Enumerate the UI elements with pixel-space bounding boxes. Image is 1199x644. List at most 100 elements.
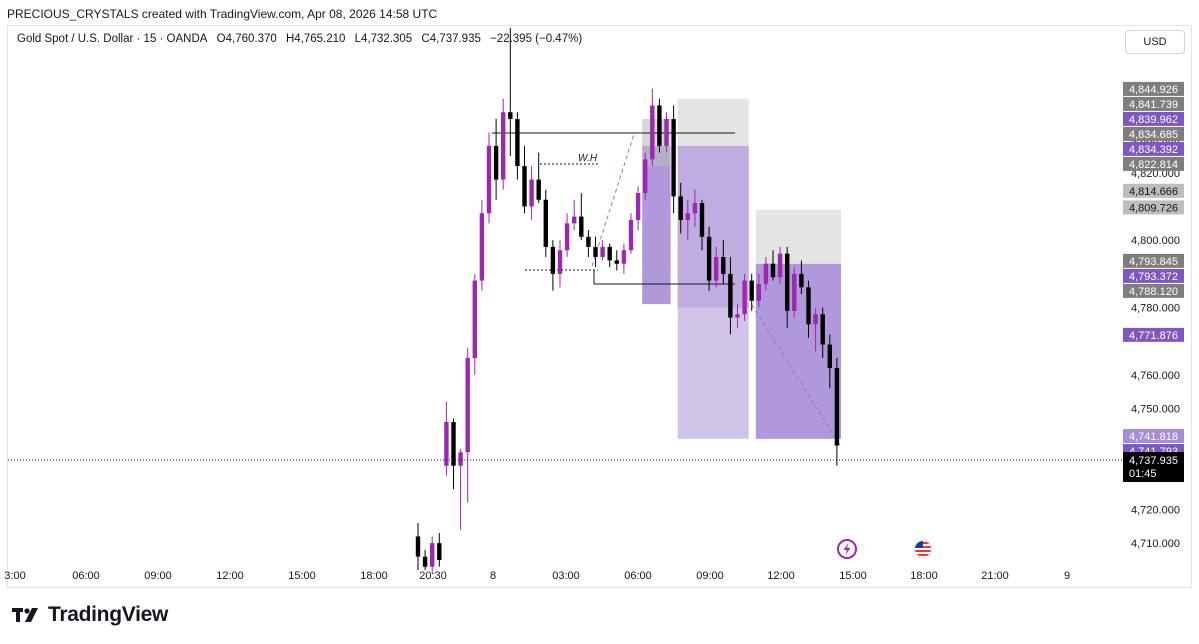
- candle-body: [593, 246, 598, 257]
- symbol-legend: Gold Spot / U.S. Dollar · 15 · OANDA O4,…: [17, 33, 588, 45]
- price-tags: 4,844.926 4,841.739 4,839.962 4,834.685 4,83…: [1123, 81, 1184, 459]
- candle-body: [536, 179, 541, 200]
- candle-body: [501, 112, 506, 180]
- candle-body: [827, 344, 832, 369]
- candle-body: [657, 105, 662, 146]
- chart-caption: PRECIOUS_CRYSTALS created with TradingVi…: [7, 7, 438, 21]
- candle-body: [430, 543, 435, 567]
- zone-lightgrey: [755, 209, 841, 264]
- candle-body: [777, 253, 783, 278]
- candle-body: [515, 118, 520, 167]
- candle-body: [813, 314, 818, 325]
- candle-body: [763, 263, 769, 284]
- zone-lightgrey: [677, 98, 749, 146]
- candle-body: [628, 219, 634, 251]
- candle-body: [508, 112, 513, 119]
- y-tick-label: 4,710.000: [1131, 538, 1180, 550]
- current-price-value: 4,737.935: [1129, 455, 1178, 467]
- candle-body: [728, 273, 733, 318]
- candle-body: [465, 358, 470, 453]
- wh-label: W.H: [578, 153, 598, 164]
- candle-body: [529, 179, 534, 207]
- price-tag-label: 4,793.372: [1129, 271, 1178, 283]
- candle-body: [479, 213, 485, 281]
- candle-body: [543, 199, 548, 247]
- candle-body: [735, 314, 740, 318]
- price-tag-label: 4,741.818: [1129, 431, 1178, 443]
- time-axis[interactable]: 3:00 06:00 09:00 12:00 15:00 18:00 20:30 8 03:00…: [4, 570, 1070, 582]
- zone-lightpurple: [677, 145, 749, 439]
- candle-body: [721, 257, 726, 274]
- close-value: C4,737.935: [421, 33, 481, 45]
- currency-button[interactable]: USD: [1125, 30, 1185, 54]
- candle-body: [678, 196, 683, 220]
- price-tag-label: 4,814.666: [1129, 186, 1178, 198]
- candle-body: [714, 257, 719, 281]
- x-tick-label: 09:00: [696, 570, 724, 582]
- x-tick-label: 21:00: [981, 570, 1009, 582]
- price-tag-label: 4,844.926: [1129, 84, 1178, 96]
- candles-layer: [415, 28, 840, 574]
- candle-body: [699, 203, 705, 237]
- candle-body: [692, 203, 698, 214]
- candle-body: [685, 213, 690, 220]
- price-tag-bg: [1123, 81, 1184, 96]
- price-tag-bg: [1123, 126, 1184, 141]
- lightning-event-icon[interactable]: [837, 539, 857, 559]
- candle-body: [557, 250, 563, 274]
- price-tag-label: 4,834.392: [1129, 144, 1178, 156]
- tradingview-wordmark: TradingView: [48, 603, 169, 626]
- price-tag-label: 4,809.726: [1129, 202, 1178, 214]
- current-price-tag: 4,737.935 01:45: [1123, 452, 1184, 482]
- candle-body: [572, 216, 577, 224]
- candle-body: [643, 159, 648, 194]
- tradingview-logo[interactable]: TradingView: [12, 603, 168, 627]
- price-tag-label: 4,771.876: [1129, 330, 1178, 342]
- price-tag-bg: [1123, 183, 1184, 198]
- symbol-name[interactable]: Gold Spot / U.S. Dollar · 15 · OANDA: [17, 33, 208, 45]
- candle-body: [749, 280, 754, 301]
- price-tag-bg: [1123, 200, 1184, 215]
- candle-body: [415, 536, 421, 557]
- candle-body: [422, 556, 428, 567]
- drawings-layer: W.H: [492, 132, 841, 446]
- x-tick-label: 9: [1064, 570, 1070, 582]
- price-tag-bg: [1123, 283, 1184, 298]
- candle-body: [785, 253, 790, 311]
- price-tag-label: 4,822.814: [1129, 159, 1178, 171]
- price-tag-bg: [1123, 111, 1184, 126]
- zone-purple: [755, 263, 841, 439]
- price-tag-bg: [1123, 429, 1184, 444]
- candle-body: [444, 421, 449, 466]
- x-tick-label: 18:00: [910, 570, 938, 582]
- price-tag-label: 4,834.685: [1129, 129, 1178, 141]
- price-tag-label: 4,841.739: [1129, 99, 1178, 111]
- price-tag-label: 4,839.962: [1129, 114, 1178, 126]
- price-tag-bg: [1123, 141, 1184, 156]
- projection-line-1: [591, 133, 635, 267]
- x-tick-label: 18:00: [360, 570, 388, 582]
- y-tick-label: 4,720.000: [1131, 505, 1180, 517]
- price-chart[interactable]: W.H 4,830.0004,820.0004,800.0004,780.000…: [0, 0, 1199, 600]
- zones-layer: [642, 98, 841, 439]
- candle-body: [770, 263, 776, 278]
- candle-body: [806, 287, 811, 325]
- us-flag-event-icon[interactable]: [913, 539, 933, 559]
- x-tick-label: 12:00: [216, 570, 244, 582]
- countdown-value: 01:45: [1129, 468, 1157, 480]
- x-tick-label: 06:00: [624, 570, 652, 582]
- candle-body: [706, 236, 712, 281]
- price-tag-label: 4,788.120: [1129, 286, 1178, 298]
- candle-body: [458, 452, 463, 466]
- candle-body: [635, 193, 641, 220]
- candle-body: [451, 421, 456, 466]
- candle-body: [607, 246, 612, 261]
- high-value: H4,765.210: [285, 33, 346, 45]
- candle-body: [756, 283, 761, 301]
- y-tick-label: 4,750.000: [1131, 404, 1180, 416]
- y-tick-label: 4,760.000: [1131, 370, 1180, 382]
- candle-body: [550, 246, 556, 274]
- open-value: O4,760.370: [216, 33, 277, 45]
- price-tag-bg: [1123, 327, 1184, 342]
- x-tick-label: 3:00: [4, 570, 25, 582]
